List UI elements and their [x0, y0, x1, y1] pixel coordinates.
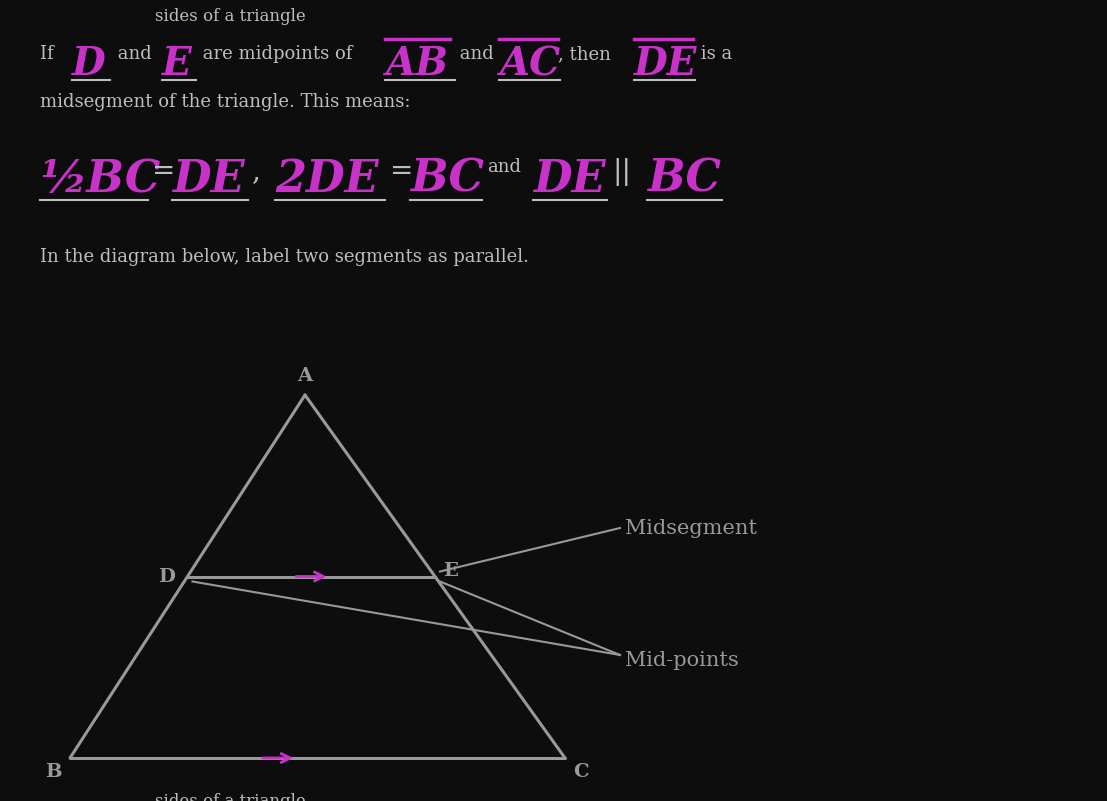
Text: =: = — [390, 158, 413, 185]
Text: ,: , — [252, 158, 261, 185]
Text: C: C — [573, 763, 589, 781]
Text: is a: is a — [695, 45, 732, 63]
Text: and: and — [487, 158, 521, 176]
Text: sides of a triangle: sides of a triangle — [155, 8, 306, 25]
Text: E: E — [443, 562, 458, 581]
Text: In the diagram below, label two segments as parallel.: In the diagram below, label two segments… — [40, 248, 529, 266]
Text: DE: DE — [634, 45, 697, 83]
Text: E: E — [162, 45, 192, 83]
Text: Mid-points: Mid-points — [625, 650, 738, 670]
Text: midsegment of the triangle. This means:: midsegment of the triangle. This means: — [40, 93, 411, 111]
Text: DE: DE — [532, 158, 606, 201]
Text: =: = — [152, 158, 175, 185]
Text: DE: DE — [172, 158, 245, 201]
Text: Midsegment: Midsegment — [625, 518, 757, 537]
Text: A: A — [298, 367, 312, 385]
Text: BC: BC — [410, 158, 484, 201]
Text: BC: BC — [646, 158, 721, 201]
Text: D: D — [72, 45, 106, 83]
Text: ½BC: ½BC — [40, 158, 161, 201]
Text: sides of a triangle: sides of a triangle — [155, 793, 306, 801]
Text: AC: AC — [499, 45, 560, 83]
Text: ||: || — [612, 158, 631, 186]
Text: If: If — [40, 45, 60, 63]
Text: , then: , then — [558, 45, 617, 63]
Text: 2DE: 2DE — [275, 158, 379, 201]
Text: B: B — [45, 763, 62, 781]
Text: D: D — [158, 567, 176, 586]
Text: and: and — [112, 45, 157, 63]
Text: AB: AB — [385, 45, 448, 83]
Text: and: and — [454, 45, 499, 63]
Text: are midpoints of: are midpoints of — [197, 45, 359, 63]
